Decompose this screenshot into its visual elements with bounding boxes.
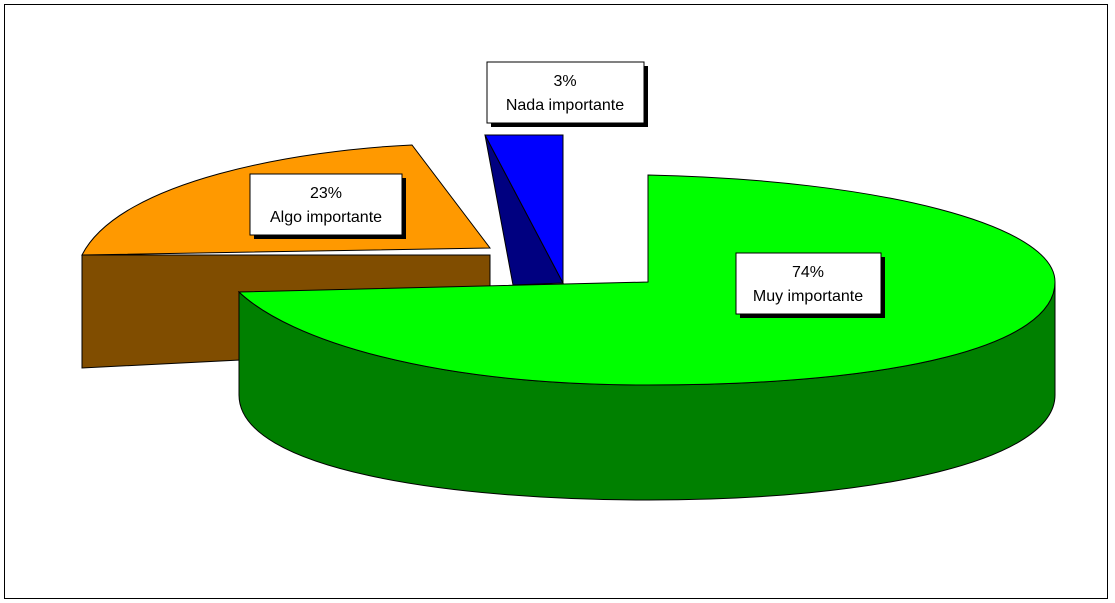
- label-algo-importante-name: Algo importante: [270, 209, 382, 226]
- label-muy-importante-percent: 74%: [792, 264, 824, 281]
- label-nada-importante: 3% Nada importante: [486, 61, 648, 127]
- label-algo-importante: 23% Algo importante: [249, 173, 406, 239]
- slice-muy-importante: [237, 174, 1056, 501]
- label-nada-importante-percent: 3%: [553, 73, 576, 90]
- label-nada-importante-name: Nada importante: [506, 97, 624, 114]
- slice-nada-importante-top: [484, 134, 564, 284]
- slice-nada-importante: [484, 134, 564, 286]
- label-muy-importante-name: Muy importante: [753, 288, 863, 305]
- label-muy-importante: 74% Muy importante: [735, 252, 885, 318]
- label-algo-importante-percent: 23%: [310, 185, 342, 202]
- slice-muy-importante-top: [237, 174, 1056, 386]
